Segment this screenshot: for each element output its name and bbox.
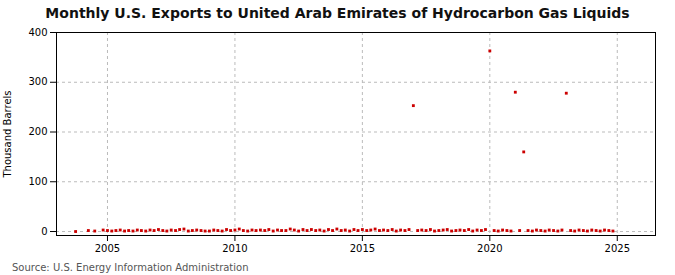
svg-text:0: 0 — [41, 226, 47, 237]
svg-text:100: 100 — [28, 176, 47, 187]
svg-text:2010: 2010 — [222, 243, 247, 254]
svg-text:Thousand Barrels: Thousand Barrels — [2, 90, 13, 178]
svg-text:2020: 2020 — [477, 243, 502, 254]
svg-text:2015: 2015 — [350, 243, 375, 254]
svg-text:400: 400 — [28, 27, 47, 38]
html-text:Monthly U.S. Exports to United: Monthly U.S. Exports to United Arab Emir… — [45, 5, 630, 21]
svg-text:2025: 2025 — [605, 243, 630, 254]
html-text:Source: U.S. Energy Informatio: Source: U.S. Energy Information Administ… — [12, 262, 249, 273]
svg-text:300: 300 — [28, 76, 47, 87]
svg-text:2005: 2005 — [95, 243, 120, 254]
svg-text:200: 200 — [28, 126, 47, 137]
